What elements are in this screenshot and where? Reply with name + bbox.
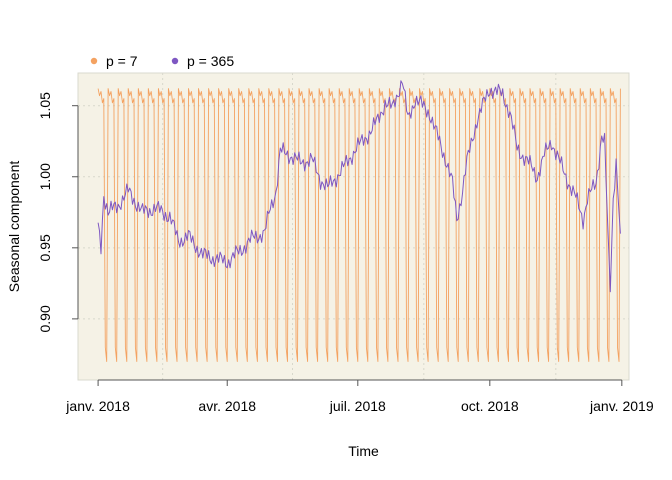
x-tick-label: janv. 2019 [589, 398, 654, 414]
legend-label: p = 7 [106, 53, 138, 69]
axes: 0.90 0.95 1.00 1.05 janv. 2018 avr. 2018 juil.… [37, 92, 654, 414]
series-line-0 [97, 88, 621, 362]
x-tick-label: juil. 2018 [329, 398, 386, 414]
y-tick-label: 0.95 [37, 234, 53, 261]
grid-lines [78, 73, 629, 380]
series-lines [97, 80, 621, 362]
x-tick-label: oct. 2018 [461, 398, 519, 414]
legend-marker [171, 57, 179, 65]
x-tick-label: avr. 2018 [198, 398, 256, 414]
x-axis-title: Time [348, 443, 379, 459]
legend-marker [90, 57, 98, 65]
legend: p = 7 p = 365 [90, 53, 234, 69]
y-tick-label: 1.00 [37, 163, 53, 190]
y-tick-label: 1.05 [37, 92, 53, 119]
x-tick-label: janv. 2018 [65, 398, 130, 414]
series-line-1 [97, 80, 621, 293]
y-tick-label: 0.90 [37, 305, 53, 332]
y-axis-title: Seasonal component [6, 161, 22, 293]
legend-label: p = 365 [187, 53, 234, 69]
